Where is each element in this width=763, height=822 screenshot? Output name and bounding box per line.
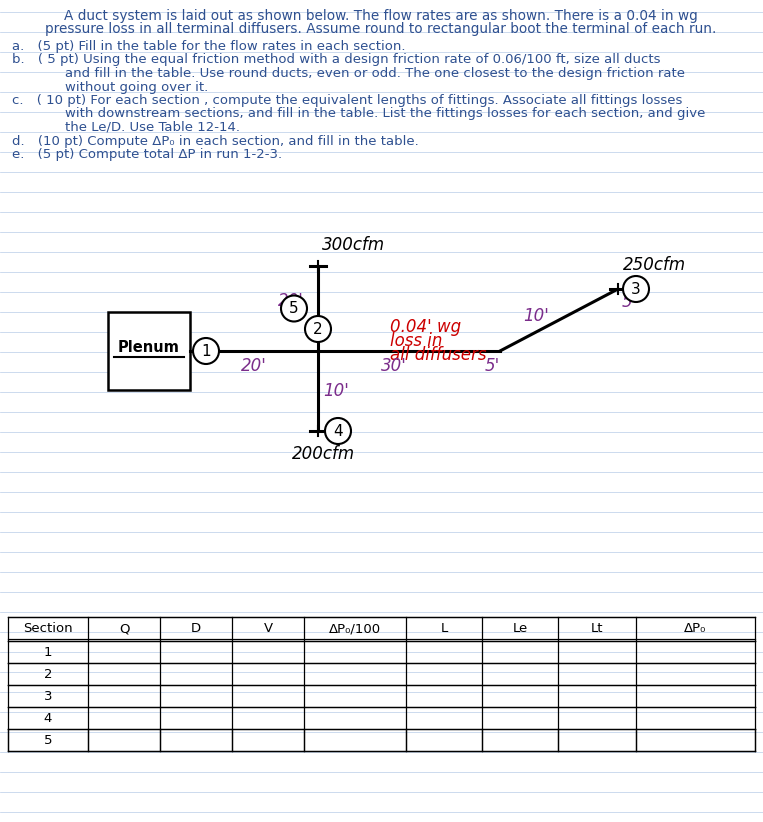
Text: loss in: loss in <box>390 332 443 350</box>
Text: the Le/D. Use Table 12-14.: the Le/D. Use Table 12-14. <box>12 121 240 134</box>
Text: 1: 1 <box>201 344 211 358</box>
Text: 20': 20' <box>241 357 267 375</box>
Text: 5: 5 <box>289 301 299 316</box>
Circle shape <box>281 295 307 321</box>
Text: ΔP₀/100: ΔP₀/100 <box>329 622 381 635</box>
Bar <box>108 312 190 390</box>
Text: e. (5 pt) Compute total ΔP in run 1-2-3.: e. (5 pt) Compute total ΔP in run 1-2-3. <box>12 148 282 161</box>
Text: Q: Q <box>119 622 129 635</box>
Circle shape <box>325 418 351 444</box>
Text: ΔP₀: ΔP₀ <box>684 622 707 635</box>
Text: 2: 2 <box>313 321 323 336</box>
Text: V: V <box>263 622 272 635</box>
Circle shape <box>193 338 219 364</box>
Text: 300cfm: 300cfm <box>322 236 385 254</box>
Text: 10': 10' <box>323 382 349 400</box>
Text: 2: 2 <box>43 667 52 681</box>
Text: Le: Le <box>513 622 528 635</box>
Text: 1: 1 <box>43 645 52 658</box>
Text: 5: 5 <box>43 733 52 746</box>
Text: Plenum: Plenum <box>118 339 180 354</box>
Text: without going over it.: without going over it. <box>12 81 208 94</box>
Text: 5': 5' <box>485 357 501 375</box>
Text: 4: 4 <box>43 712 52 724</box>
Text: L: L <box>440 622 448 635</box>
Text: A duct system is laid out as shown below. The flow rates are as shown. There is : A duct system is laid out as shown below… <box>64 9 698 23</box>
Text: 30': 30' <box>381 357 407 375</box>
Text: Section: Section <box>23 622 72 635</box>
Text: pressure loss in all terminal diffusers. Assume round to rectangular boot the te: pressure loss in all terminal diffusers.… <box>45 22 716 36</box>
Text: 4: 4 <box>333 423 343 438</box>
Text: a. (5 pt) Fill in the table for the flow rates in each section.: a. (5 pt) Fill in the table for the flow… <box>12 40 405 53</box>
Text: d. (10 pt) Compute ΔP₀ in each section, and fill in the table.: d. (10 pt) Compute ΔP₀ in each section, … <box>12 135 419 147</box>
Text: 250cfm: 250cfm <box>623 256 686 274</box>
Text: 5': 5' <box>622 293 637 311</box>
Text: 200cfm: 200cfm <box>291 445 355 463</box>
Text: 10': 10' <box>523 307 549 325</box>
Text: all diffusers: all diffusers <box>390 346 487 364</box>
Text: Lt: Lt <box>591 622 604 635</box>
Circle shape <box>305 316 331 342</box>
Text: 3: 3 <box>631 281 641 297</box>
Text: 0.04' wg: 0.04' wg <box>390 318 461 336</box>
Circle shape <box>623 276 649 302</box>
Text: D: D <box>191 622 201 635</box>
Text: with downstream sections, and fill in the table. List the fittings losses for ea: with downstream sections, and fill in th… <box>12 108 705 121</box>
Text: and fill in the table. Use round ducts, even or odd. The one closest to the desi: and fill in the table. Use round ducts, … <box>12 67 685 80</box>
Text: c. ( 10 pt) For each section , compute the equivalent lengths of fittings. Assoc: c. ( 10 pt) For each section , compute t… <box>12 94 682 107</box>
Text: b. ( 5 pt) Using the equal friction method with a design friction rate of 0.06/1: b. ( 5 pt) Using the equal friction meth… <box>12 53 661 67</box>
Text: 20': 20' <box>278 292 304 310</box>
Text: 3: 3 <box>43 690 52 703</box>
